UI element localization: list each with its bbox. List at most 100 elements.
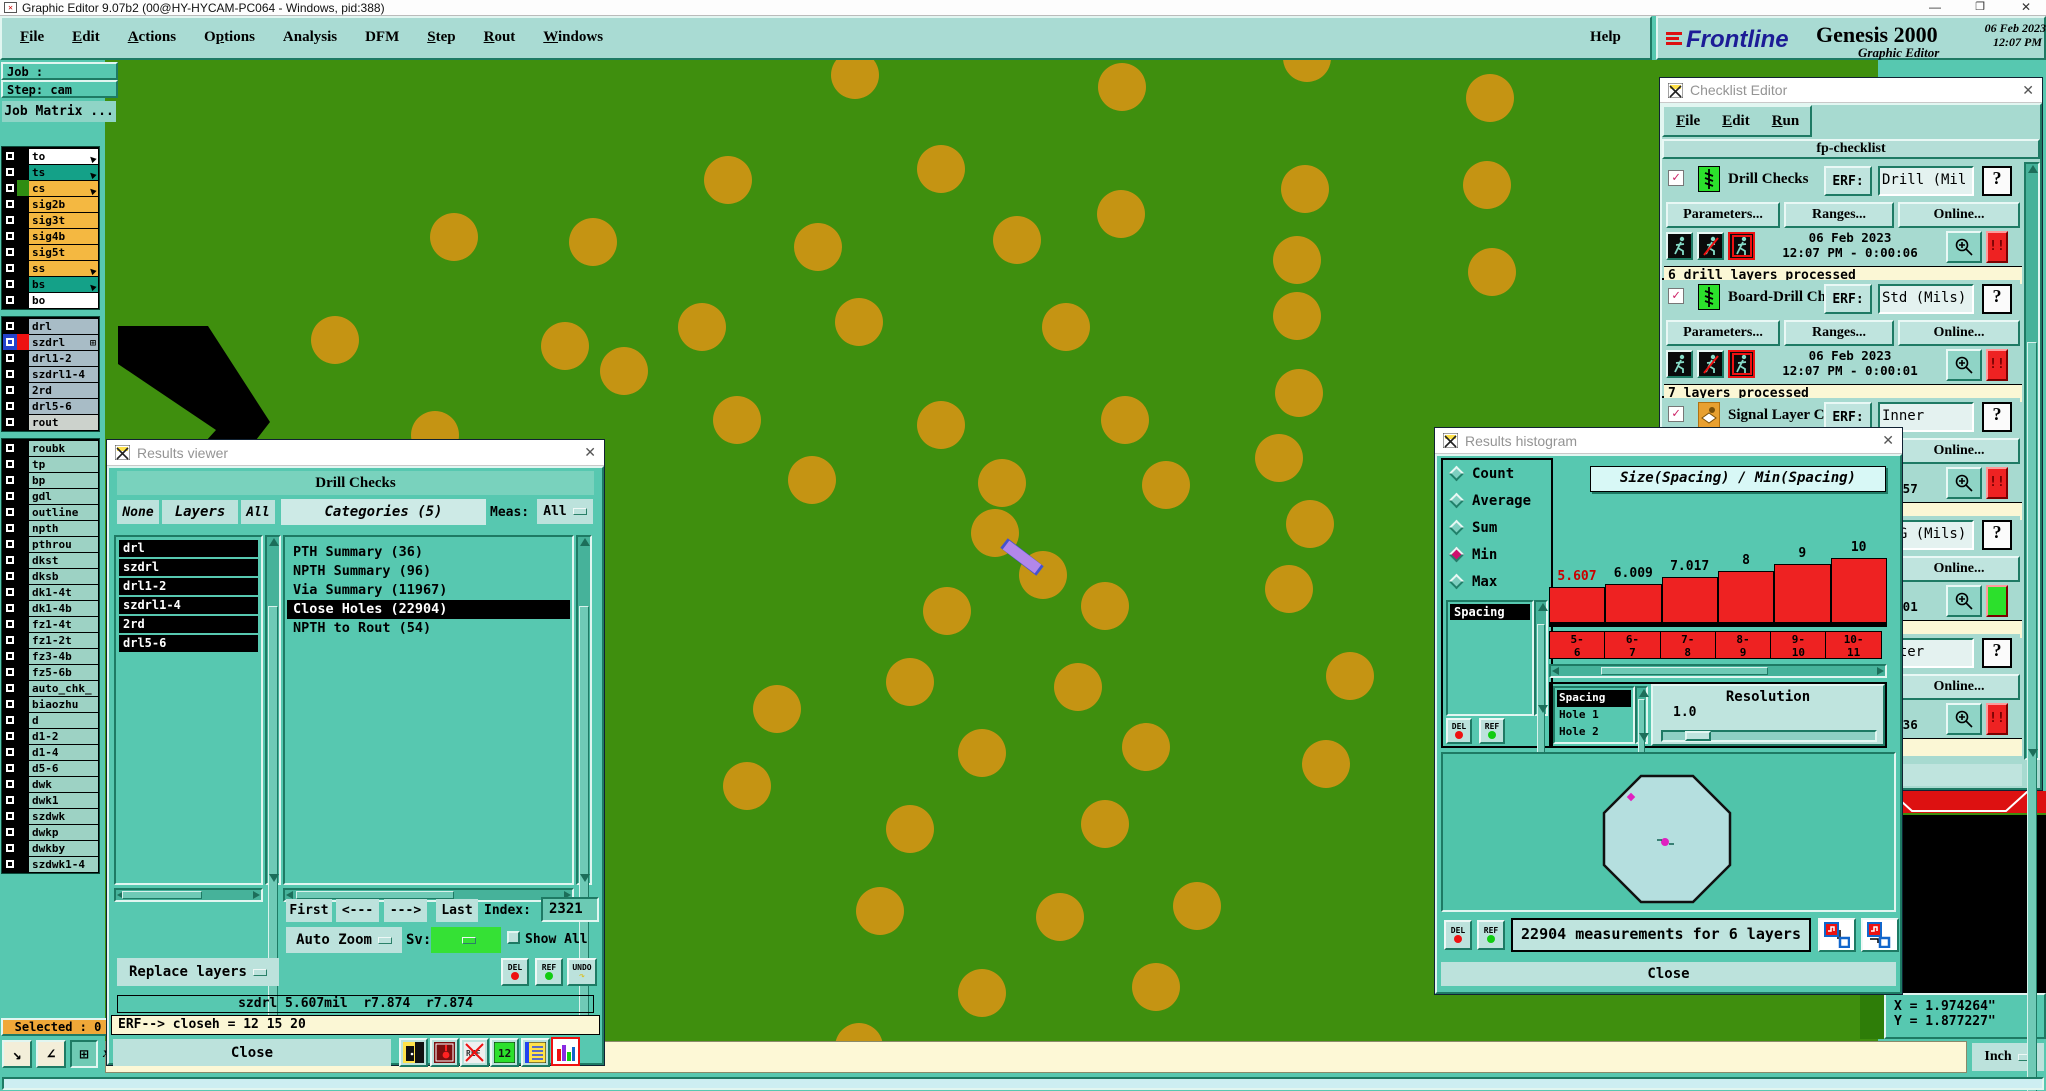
layer-name[interactable]: dkst <box>29 552 98 568</box>
layer-color-chip[interactable] <box>17 600 29 616</box>
layer-visibility-checkbox[interactable] <box>3 260 17 276</box>
layer-name[interactable]: pthrou <box>29 536 98 552</box>
layer-row[interactable]: dkst <box>3 552 98 568</box>
layer-name[interactable]: npth <box>29 520 98 536</box>
layer-color-chip[interactable] <box>17 350 29 366</box>
layer-color-chip[interactable] <box>17 632 29 648</box>
run-selected-button[interactable] <box>1697 232 1724 260</box>
layer-name[interactable]: outline <box>29 504 98 520</box>
layer-visibility-checkbox[interactable] <box>3 744 17 760</box>
layer-row[interactable]: d1-4 <box>3 744 98 760</box>
layer-color-chip[interactable] <box>17 840 29 856</box>
minimize-button[interactable]: — <box>1929 0 1941 14</box>
section-enable-checkbox[interactable]: ✓ <box>1668 406 1684 422</box>
rv-sv-dropdown[interactable] <box>431 927 501 953</box>
checklist-titlebar[interactable]: Checklist Editor ✕ <box>1660 78 2042 103</box>
rv-ref-button[interactable]: REF <box>535 958 563 986</box>
layer-color-chip[interactable] <box>17 584 29 600</box>
layer-name[interactable]: dwk <box>29 776 98 792</box>
layer-visibility-checkbox[interactable] <box>3 680 17 696</box>
erf-button[interactable]: ERF: <box>1824 402 1872 432</box>
rv-exit-icon-button[interactable] <box>399 1038 428 1067</box>
layer-name[interactable]: bo <box>29 292 98 308</box>
view-results-button[interactable] <box>1946 231 1982 263</box>
layer-row[interactable]: dwkby <box>3 840 98 856</box>
rv-layer-item[interactable]: szdrl <box>119 559 258 576</box>
view-results-button[interactable] <box>1946 585 1982 617</box>
rv-category-item[interactable]: NPTH Summary (96) <box>293 563 432 579</box>
layer-color-chip[interactable] <box>17 180 29 196</box>
rv-layer-item[interactable]: drl <box>119 540 258 557</box>
rv-layer-hscroll[interactable] <box>114 888 263 902</box>
rv-del-button[interactable]: DEL <box>501 958 529 986</box>
rv-layer-scrollbar[interactable] <box>265 535 281 1022</box>
layer-row[interactable]: dwk <box>3 776 98 792</box>
rv-index-field[interactable]: 2321 <box>541 897 599 922</box>
rv-next-button[interactable]: ---> <box>384 899 427 922</box>
rv-showall-checkbox[interactable] <box>507 931 520 944</box>
layer-color-chip[interactable] <box>17 664 29 680</box>
menu-help[interactable]: Help <box>1590 29 1621 45</box>
layer-row[interactable]: 2rd <box>3 382 98 398</box>
layer-name[interactable]: szdwk1-4 <box>29 856 98 872</box>
layer-row[interactable]: sig4b <box>3 228 98 244</box>
checklist-menu-edit[interactable]: Edit <box>1722 113 1750 129</box>
axis-list-item[interactable]: Hole 1 <box>1559 708 1599 721</box>
layer-visibility-checkbox[interactable] <box>3 664 17 680</box>
layer-color-chip[interactable] <box>17 398 29 414</box>
layer-visibility-checkbox[interactable] <box>3 632 17 648</box>
status-indicator[interactable] <box>1986 585 2008 617</box>
layer-color-chip[interactable] <box>17 728 29 744</box>
layer-name[interactable]: dksb <box>29 568 98 584</box>
menu-item-windows[interactable]: Windows <box>543 29 604 45</box>
layer-visibility-checkbox[interactable] <box>3 292 17 308</box>
layer-row[interactable]: sig2b <box>3 196 98 212</box>
layer-color-chip[interactable] <box>17 228 29 244</box>
ranges-button[interactable]: Ranges... <box>1784 320 1894 346</box>
layer-row[interactable]: auto_chk_ <box>3 680 98 696</box>
layer-row[interactable]: sig3t <box>3 212 98 228</box>
layer-row[interactable]: biaozhu <box>3 696 98 712</box>
layer-row[interactable]: rout <box>3 414 98 430</box>
layer-row[interactable]: szdrl ⊞ <box>3 334 98 350</box>
erf-field[interactable]: Drill (Mil <box>1878 166 1974 196</box>
layer-row[interactable]: d1-2 <box>3 728 98 744</box>
axis-list-item[interactable]: Hole 2 <box>1559 725 1599 738</box>
layer-name[interactable]: drl <box>29 318 98 334</box>
layer-name[interactable]: gdl <box>29 488 98 504</box>
layer-name[interactable]: rout <box>29 414 98 430</box>
layer-name[interactable]: ss ▲ <box>29 260 98 276</box>
layer-color-chip[interactable] <box>17 696 29 712</box>
close-button[interactable]: ✕ <box>2020 0 2032 14</box>
layer-visibility-checkbox[interactable] <box>3 584 17 600</box>
layer-visibility-checkbox[interactable] <box>3 350 17 366</box>
online-button[interactable]: Online... <box>1898 202 2020 228</box>
rv-autozoom-dropdown[interactable]: Auto Zoom <box>286 927 402 953</box>
layer-name[interactable]: fz5-6b <box>29 664 98 680</box>
menu-item-options[interactable]: Options <box>204 29 255 45</box>
rv-ref-crossed-icon-button[interactable]: REF <box>460 1038 489 1067</box>
online-button[interactable]: Online... <box>1898 556 2020 582</box>
layer-color-chip[interactable] <box>17 440 29 456</box>
layer-color-chip[interactable] <box>17 568 29 584</box>
layer-color-chip[interactable] <box>17 276 29 292</box>
menu-item-analysis[interactable]: Analysis <box>282 29 338 45</box>
rv-category-list[interactable]: PTH Summary (36) NPTH Summary (96) Via Sum… <box>283 535 574 885</box>
rv-meas-dropdown[interactable]: All <box>537 499 593 524</box>
layer-color-chip[interactable] <box>17 648 29 664</box>
rv-last-button[interactable]: Last <box>436 899 478 922</box>
layer-color-chip[interactable] <box>17 680 29 696</box>
erf-button[interactable]: ERF: <box>1824 284 1872 314</box>
online-button[interactable]: Online... <box>1898 438 2020 464</box>
menu-item-dfm[interactable]: DFM <box>365 29 400 45</box>
layer-visibility-checkbox[interactable] <box>3 196 17 212</box>
layer-name[interactable]: drl1-2 <box>29 350 98 366</box>
layer-name[interactable]: drl5-6 <box>29 398 98 414</box>
layer-row[interactable]: fz3-4b <box>3 648 98 664</box>
layer-name[interactable]: d5-6 <box>29 760 98 776</box>
help-button[interactable]: ? <box>1982 166 2012 196</box>
layer-row[interactable]: tp <box>3 456 98 472</box>
layer-visibility-checkbox[interactable] <box>3 456 17 472</box>
checklist-menu-run[interactable]: Run <box>1771 113 1800 129</box>
layer-visibility-checkbox[interactable] <box>3 552 17 568</box>
